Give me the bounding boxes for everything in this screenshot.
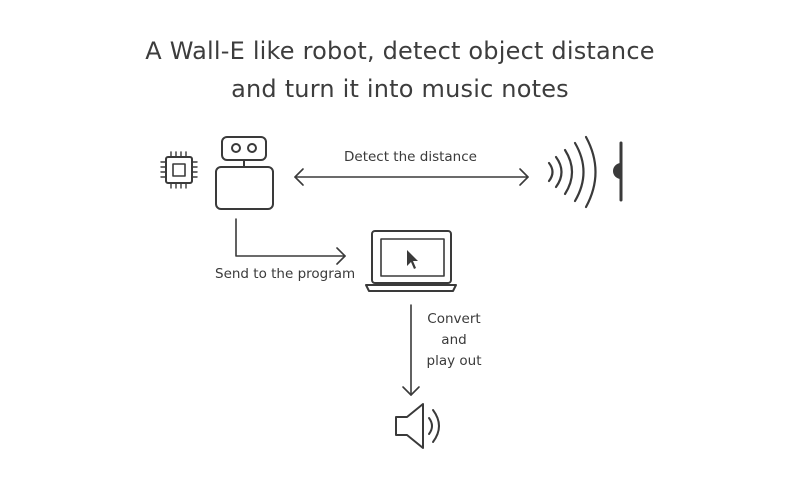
detect-label: Detect the distance bbox=[344, 149, 477, 165]
diagram-title: A Wall-E like robot, detect object dista… bbox=[0, 32, 800, 108]
convert-label-line-3: play out bbox=[426, 353, 482, 369]
laptop-icon bbox=[365, 230, 457, 292]
convert-label: Convert and play out bbox=[418, 309, 490, 372]
convert-label-line-2: and bbox=[441, 332, 467, 348]
send-arrow bbox=[235, 218, 346, 265]
cursor-icon bbox=[407, 250, 418, 269]
send-label: Send to the program bbox=[215, 266, 356, 282]
robot-icon bbox=[215, 136, 274, 210]
sound-wave-icon bbox=[547, 135, 623, 209]
convert-label-line-1: Convert bbox=[427, 311, 481, 327]
convert-arrow bbox=[402, 304, 420, 396]
detect-arrow bbox=[294, 168, 529, 186]
title-line-2: and turn it into music notes bbox=[231, 75, 569, 103]
chip-icon bbox=[160, 151, 198, 189]
speaker-icon bbox=[395, 403, 440, 449]
title-line-1: A Wall-E like robot, detect object dista… bbox=[145, 37, 655, 65]
